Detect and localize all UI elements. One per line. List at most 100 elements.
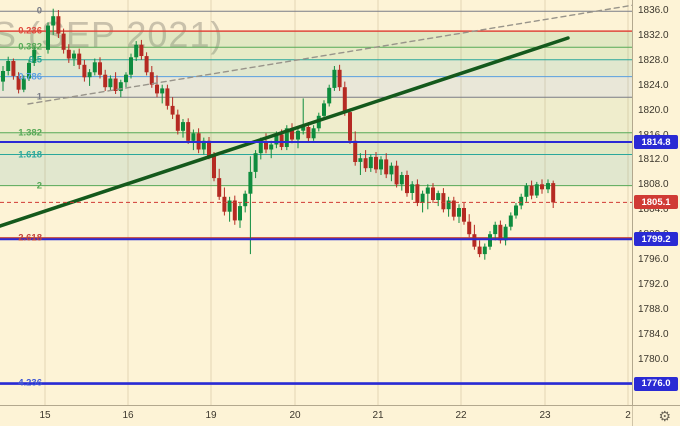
price-tick: 1808.0	[638, 179, 669, 191]
candle-body	[374, 156, 378, 170]
time-tick-22: 22	[455, 410, 467, 421]
candle-body	[149, 72, 154, 85]
candle-body	[342, 87, 347, 113]
candle-body	[160, 88, 165, 94]
price-tick: 1820.0	[638, 104, 669, 116]
candle-body	[508, 215, 513, 227]
candle-body	[394, 165, 399, 185]
candle-body	[384, 159, 389, 175]
candle-body	[472, 234, 477, 247]
price-tick: 1792.0	[638, 279, 669, 290]
price-tick: 1824.0	[638, 79, 669, 91]
candle-body	[181, 122, 185, 131]
candle-body	[108, 78, 113, 88]
price-level-badge: 1799.2	[634, 232, 678, 247]
current-price-badge: 1805.1	[634, 195, 678, 210]
candle-body	[301, 127, 306, 131]
fib-band	[0, 154, 632, 186]
time-axis[interactable]: ⚙ 15 16 19 20 21 22 23 2	[0, 405, 680, 426]
candle-body	[279, 134, 284, 147]
price-tick: 1780.0	[638, 353, 669, 365]
candle-body	[175, 114, 180, 131]
candle-body	[212, 155, 216, 179]
candle-body	[207, 140, 211, 156]
candle-body	[399, 175, 404, 185]
candle-body	[332, 69, 337, 88]
candle-body	[327, 87, 332, 104]
candle-body	[21, 78, 26, 90]
price-level-badge: 1776.0	[634, 376, 678, 391]
time-tick-19: 19	[205, 410, 217, 421]
axis-corner-divider	[632, 406, 633, 426]
candle-body	[66, 49, 71, 59]
candle-body	[410, 184, 415, 193]
candle-body	[253, 153, 258, 172]
candle-body	[217, 178, 222, 197]
price-axis[interactable]: 1836.01832.01828.01824.01820.01816.01812…	[632, 0, 680, 405]
price-tick: 1828.0	[638, 54, 669, 66]
price-tick: 1784.0	[638, 328, 669, 340]
fib-band	[0, 97, 632, 133]
candle-body	[56, 16, 61, 34]
candle-body	[134, 44, 139, 58]
candle-body	[118, 82, 123, 91]
candle-body	[436, 193, 441, 200]
time-tick-15: 15	[39, 410, 51, 421]
candle-body	[441, 193, 446, 210]
candle-body	[243, 193, 248, 207]
price-tick: 1812.0	[638, 154, 669, 166]
candle-body	[389, 165, 394, 175]
candle-body	[87, 72, 92, 78]
candle-body	[264, 142, 268, 150]
candle-body	[165, 88, 170, 106]
candle-body	[348, 112, 352, 141]
candle-body	[514, 205, 518, 216]
candle-body	[337, 69, 342, 88]
time-tick-23: 23	[539, 410, 551, 421]
trend-line-dashed[interactable]	[27, 4, 632, 105]
candlestick-chart	[0, 0, 632, 405]
candle-body	[431, 187, 435, 200]
candle-body	[1, 71, 5, 82]
candle-body	[446, 200, 451, 210]
candle-body	[227, 200, 232, 212]
candle-body	[503, 226, 508, 241]
candle-body	[98, 62, 102, 75]
candle-body	[353, 140, 358, 162]
candle-body	[482, 246, 487, 255]
candle-body	[457, 208, 461, 217]
time-tick-16: 16	[122, 410, 134, 421]
candle-body	[488, 234, 492, 247]
candle-body	[529, 185, 534, 196]
candle-body	[405, 175, 409, 194]
candle-body	[258, 142, 263, 154]
candle-body	[113, 78, 118, 91]
candle-body	[222, 196, 227, 212]
trend-line-main[interactable]	[0, 36, 570, 228]
candle-body	[498, 224, 503, 241]
candle-body	[129, 57, 133, 75]
candle-body	[248, 171, 253, 194]
candle-body	[451, 200, 456, 217]
candle-body	[232, 200, 237, 221]
candle-body	[238, 206, 242, 221]
time-tick-2: 2	[625, 410, 631, 421]
candle-body	[155, 84, 159, 94]
settings-gear-icon[interactable]: ⚙	[658, 408, 671, 424]
fib-band	[0, 76, 632, 98]
price-level-badge: 1814.8	[634, 135, 678, 149]
candle-body	[170, 105, 175, 115]
price-tick: 1804.0	[638, 204, 669, 216]
candle-body	[322, 103, 326, 116]
candle-body	[368, 156, 373, 169]
candle-body	[144, 56, 149, 73]
candle-body	[51, 16, 56, 26]
candle-body	[379, 159, 383, 170]
candle-body	[551, 183, 556, 203]
candle-body	[534, 184, 539, 196]
fib-band	[0, 132, 632, 155]
candle-body	[72, 53, 76, 59]
time-tick-20: 20	[289, 410, 301, 421]
